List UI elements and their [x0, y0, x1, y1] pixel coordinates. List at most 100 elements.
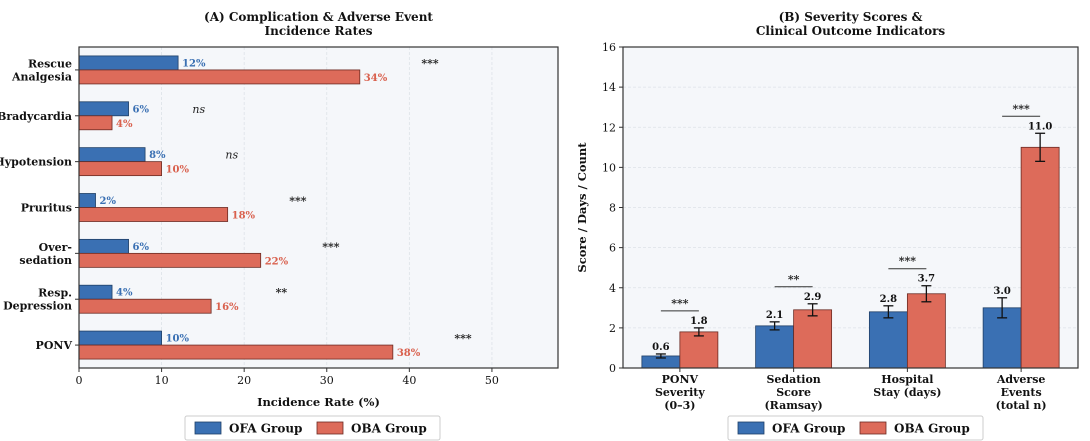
significance-label: ***: [671, 297, 689, 310]
bar-ofa: [78, 330, 162, 346]
y-tick-label: 4: [609, 282, 616, 295]
bar-oba: [78, 344, 394, 360]
chart-title-line: (B) Severity Scores &: [779, 10, 923, 24]
value-label-ofa: 8%: [149, 150, 166, 161]
category-label: Hospital Stay (days): [873, 373, 941, 399]
category-label: Bradycardia: [0, 110, 72, 123]
value-label-ofa: 6%: [133, 242, 150, 253]
legend-label-oba: OBA Group: [894, 422, 970, 436]
category-label-line: Stay (days): [873, 386, 941, 399]
category-label-line: Analgesia: [11, 70, 72, 83]
bar-ofa: [78, 101, 129, 117]
category-label-line: Depression: [3, 300, 72, 313]
category-label-line: Adverse: [996, 373, 1046, 386]
bar-oba: [78, 69, 361, 85]
category-label: PONV: [36, 339, 73, 352]
category-label-line: PONV: [662, 373, 699, 386]
y-tick-label: 0: [609, 362, 616, 375]
category-label: Adverse Events (total n): [996, 373, 1047, 412]
y-tick-label: 6: [609, 242, 616, 255]
category-label-line: Pruritus: [21, 202, 72, 215]
category-label-line: Events: [1001, 386, 1042, 399]
significance-label: ns: [192, 103, 205, 116]
bar-oba: [793, 309, 833, 369]
category-label: Pruritus: [21, 202, 72, 215]
y-tick-label: 10: [602, 161, 616, 174]
bar-ofa: [982, 307, 1022, 369]
x-tick-label: 30: [320, 374, 334, 387]
category-label-line: Score: [776, 386, 811, 399]
category-label-line: Over-: [39, 241, 72, 254]
bar-ofa: [78, 284, 113, 300]
value-label-ofa: 10%: [166, 334, 190, 345]
bar-ofa: [78, 193, 96, 208]
value-label-oba: 4%: [116, 119, 133, 130]
chart-title-line: Clinical Outcome Indicators: [756, 24, 946, 38]
bar-oba: [78, 161, 162, 177]
y-tick-label: 14: [602, 81, 616, 94]
category-label-line: (0–3): [664, 399, 695, 412]
legend-swatch-ofa: [194, 421, 222, 435]
chart-title-line: (A) Complication & Adverse Event: [204, 10, 433, 24]
value-label-ofa: 4%: [116, 288, 133, 299]
category-label-line: (total n): [996, 399, 1047, 412]
legend-box: [727, 415, 984, 441]
significance-label: ***: [454, 332, 472, 345]
x-tick-label: 10: [155, 374, 169, 387]
bar-oba: [906, 293, 946, 369]
bar-ofa: [78, 238, 129, 254]
legend-swatch-oba: [316, 421, 344, 435]
x-axis-label: Incidence Rate (%): [257, 395, 380, 409]
y-tick-label: 12: [602, 121, 616, 134]
value-label-oba: 18%: [232, 211, 256, 222]
value-label-oba: 22%: [265, 256, 289, 267]
legend-label-oba: OBA Group: [351, 422, 427, 436]
bar-oba: [78, 115, 113, 131]
y-tick-label: 2: [609, 322, 616, 335]
bar-ofa: [755, 325, 795, 369]
bar-ofa: [868, 311, 908, 369]
significance-label: ***: [1012, 102, 1030, 115]
bar-ofa: [78, 147, 146, 163]
legend-swatch-oba: [859, 421, 887, 435]
category-label: Sedation Score (Ramsay): [764, 373, 822, 412]
significance-label: ***: [322, 240, 340, 253]
category-label-line: Bradycardia: [0, 110, 72, 123]
value-label-ofa: 2.8: [880, 294, 897, 305]
y-tick-label: 8: [609, 202, 616, 215]
x-tick-label: 50: [485, 374, 499, 387]
significance-label: ***: [421, 57, 439, 70]
value-label-ofa: 12%: [182, 58, 206, 69]
category-label: PONV Severity (0–3): [655, 373, 705, 412]
category-label-line: PONV: [36, 339, 73, 352]
plot-frame: [622, 46, 1079, 369]
significance-label: **: [276, 286, 288, 299]
significance-label: ***: [899, 255, 917, 268]
value-label-oba: 3.7: [918, 274, 935, 285]
chart-title: (A) Complication & Adverse Event Incidenc…: [204, 10, 433, 38]
value-label-ofa: 0.6: [652, 342, 669, 353]
chart-title-line: Incidence Rates: [264, 24, 372, 38]
category-label: Resp. Depression: [3, 287, 72, 313]
value-label-ofa: 3.0: [993, 286, 1010, 297]
x-tick-label: 40: [402, 374, 416, 387]
y-tick-label: 16: [602, 41, 616, 54]
bar-oba: [78, 298, 212, 314]
value-label-oba: 38%: [397, 348, 421, 359]
bar-oba: [679, 331, 719, 369]
x-tick-label: 20: [237, 374, 251, 387]
category-label: Hypotension: [0, 156, 72, 169]
x-tick-label: 0: [76, 374, 83, 387]
category-label-line: Resp.: [38, 287, 72, 300]
significance-label: ***: [289, 195, 307, 208]
bar-ofa: [78, 55, 179, 71]
significance-label: **: [788, 273, 800, 286]
legend-box: [184, 415, 441, 441]
category-label-line: (Ramsay): [764, 399, 822, 412]
significance-label: ns: [225, 149, 238, 162]
legend-label-ofa: OFA Group: [229, 422, 302, 436]
category-label-line: Hypotension: [0, 156, 72, 169]
category-label-line: Severity: [655, 386, 705, 399]
